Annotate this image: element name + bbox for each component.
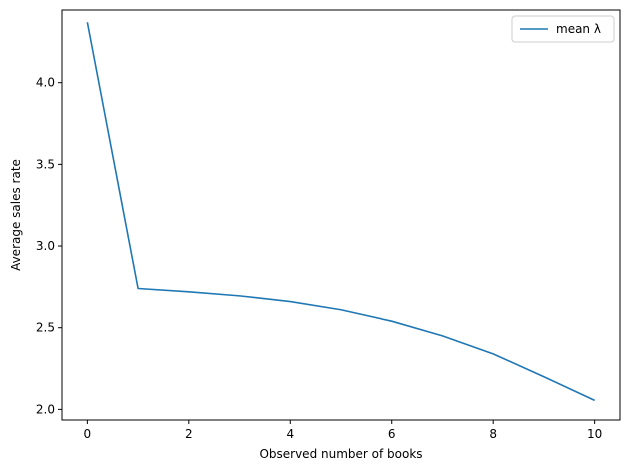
y-tick-label: 4.0 [36, 76, 55, 90]
legend-label: mean λ [556, 22, 601, 36]
y-tick-label: 2.0 [36, 402, 55, 416]
x-tick-label: 4 [286, 427, 294, 441]
x-tick-label: 8 [489, 427, 497, 441]
x-axis: 0 2 4 6 8 10 [84, 420, 602, 441]
x-tick-label: 6 [388, 427, 396, 441]
y-tick-label: 3.5 [36, 157, 55, 171]
legend: mean λ [511, 15, 615, 43]
y-axis-label: Average sales rate [9, 159, 23, 271]
x-tick-label: 0 [84, 427, 92, 441]
y-tick-label: 3.0 [36, 239, 55, 253]
plot-area: 0 2 4 6 8 10 2.0 2.5 3.0 3.5 4.0 [36, 9, 621, 441]
series-line-0 [86, 22, 595, 402]
x-tick-label: 2 [185, 427, 193, 441]
axes-frame [61, 9, 621, 421]
y-axis: 2.0 2.5 3.0 3.5 4.0 [36, 76, 62, 416]
x-tick-label: 10 [587, 427, 602, 441]
x-axis-label: Observed number of books [259, 447, 422, 461]
series-lines [86, 22, 595, 402]
y-tick-label: 2.5 [36, 321, 55, 335]
legend-box [511, 15, 615, 43]
